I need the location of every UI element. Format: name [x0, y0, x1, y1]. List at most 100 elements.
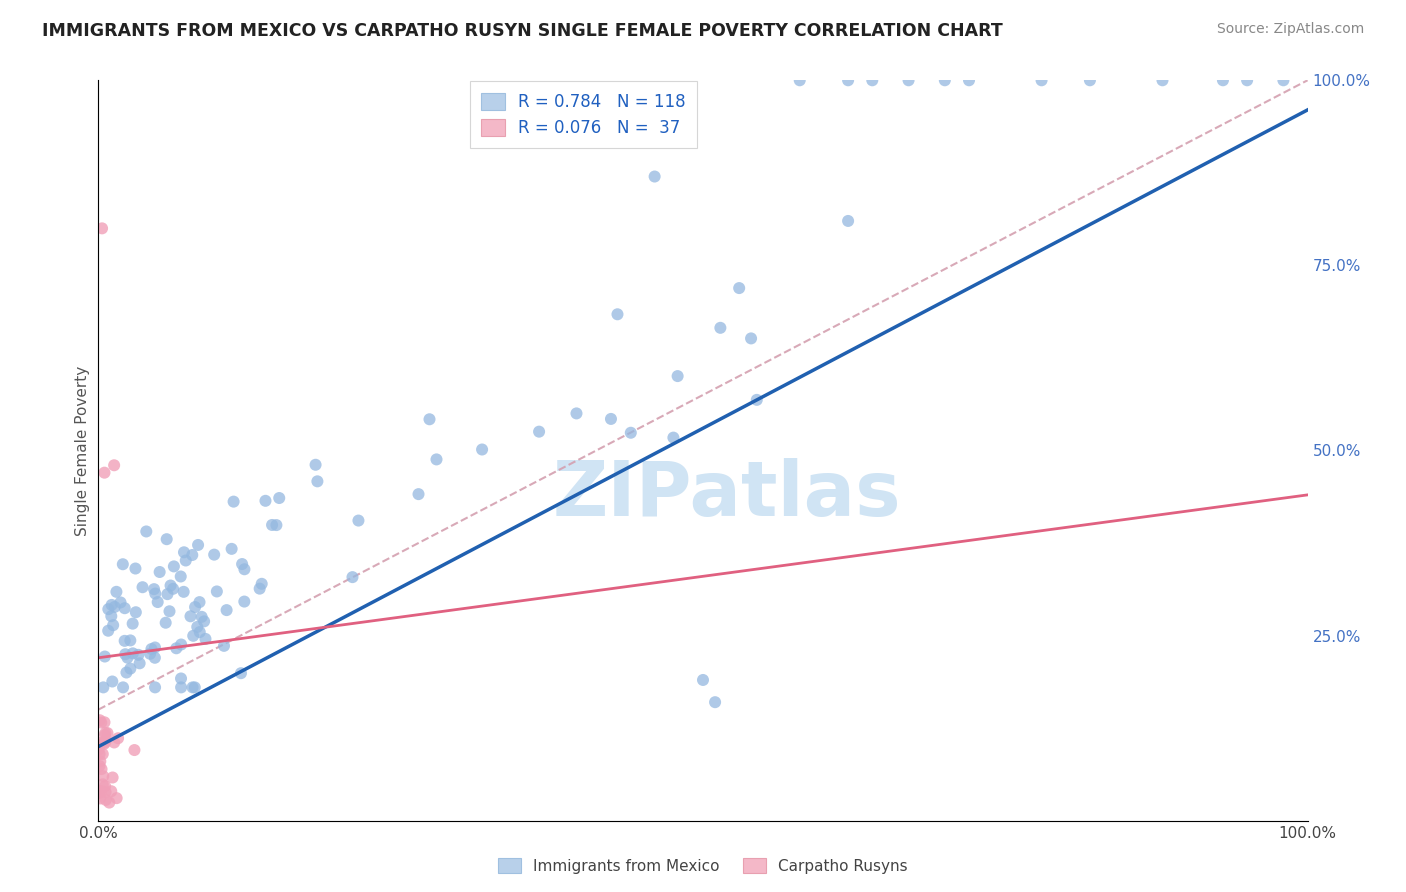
Point — [184, 681, 207, 695]
Point — [1031, 73, 1053, 87]
Point — [98, 796, 121, 810]
Point — [347, 514, 370, 528]
Point — [181, 681, 204, 695]
Point — [644, 169, 666, 184]
Point — [233, 562, 256, 576]
Point — [91, 681, 114, 695]
Point — [190, 610, 212, 624]
Point — [155, 615, 177, 630]
Point — [135, 524, 157, 539]
Point — [87, 736, 110, 750]
Point — [94, 728, 117, 742]
Point — [745, 392, 768, 407]
Point — [162, 582, 184, 596]
Point — [100, 784, 122, 798]
Point — [606, 307, 628, 321]
Point — [187, 538, 209, 552]
Point — [87, 786, 110, 800]
Point — [89, 739, 111, 753]
Point — [91, 777, 114, 791]
Point — [101, 618, 124, 632]
Point — [307, 475, 329, 489]
Point — [181, 548, 204, 562]
Point — [233, 594, 256, 608]
Point — [188, 595, 211, 609]
Point — [304, 458, 326, 472]
Point — [124, 561, 146, 575]
Point — [1272, 73, 1295, 87]
Point — [165, 641, 187, 656]
Point — [96, 726, 118, 740]
Point — [408, 487, 430, 501]
Point — [860, 73, 883, 87]
Point — [262, 518, 284, 533]
Point — [89, 738, 111, 752]
Point — [121, 646, 143, 660]
Point — [89, 747, 111, 761]
Point — [740, 331, 762, 345]
Point — [94, 733, 117, 747]
Point — [418, 412, 440, 426]
Point — [194, 632, 217, 646]
Point — [89, 791, 111, 805]
Point — [105, 791, 128, 805]
Point — [471, 442, 494, 457]
Point — [120, 662, 142, 676]
Point — [90, 784, 112, 798]
Point — [97, 624, 120, 638]
Point — [704, 695, 727, 709]
Point — [131, 580, 153, 594]
Point — [143, 681, 166, 695]
Point — [94, 735, 117, 749]
Point — [173, 584, 195, 599]
Point — [266, 518, 288, 533]
Point — [222, 494, 245, 508]
Point — [94, 793, 117, 807]
Point — [143, 650, 166, 665]
Point — [94, 779, 117, 793]
Point — [527, 425, 550, 439]
Point — [112, 681, 135, 695]
Point — [100, 609, 122, 624]
Point — [103, 735, 125, 749]
Point — [104, 599, 127, 614]
Point — [90, 762, 112, 776]
Point — [709, 321, 731, 335]
Text: ZIPatlas: ZIPatlas — [553, 458, 901, 532]
Point — [141, 642, 163, 657]
Point — [110, 595, 132, 609]
Point — [101, 771, 124, 785]
Point — [105, 584, 128, 599]
Point — [692, 673, 714, 687]
Point — [128, 657, 150, 671]
Point — [91, 747, 114, 761]
Point — [149, 565, 172, 579]
Point — [193, 615, 215, 629]
Point — [215, 603, 238, 617]
Point — [114, 601, 136, 615]
Point — [1078, 73, 1101, 87]
Point — [111, 558, 134, 572]
Point — [249, 582, 271, 596]
Point — [666, 369, 689, 384]
Legend: Immigrants from Mexico, Carpatho Rusyns: Immigrants from Mexico, Carpatho Rusyns — [492, 852, 914, 880]
Point — [89, 755, 111, 769]
Point — [156, 587, 179, 601]
Point — [425, 452, 447, 467]
Point — [837, 73, 859, 87]
Point — [342, 570, 364, 584]
Point — [103, 458, 125, 473]
Point — [91, 221, 114, 235]
Point — [117, 650, 139, 665]
Point — [620, 425, 643, 440]
Point — [89, 785, 111, 799]
Point — [1152, 73, 1174, 87]
Point — [957, 73, 980, 87]
Point — [94, 649, 117, 664]
Point — [89, 713, 111, 727]
Point — [1236, 73, 1258, 87]
Point — [662, 431, 685, 445]
Point — [125, 605, 148, 619]
Point — [143, 640, 166, 655]
Point — [173, 545, 195, 559]
